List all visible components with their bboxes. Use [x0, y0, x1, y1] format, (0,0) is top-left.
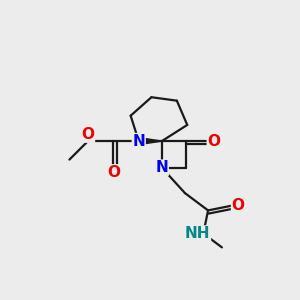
- Text: N: N: [155, 160, 168, 175]
- Text: O: O: [232, 198, 244, 213]
- Text: N: N: [132, 134, 145, 148]
- Text: O: O: [207, 134, 220, 148]
- Text: O: O: [107, 165, 120, 180]
- Text: O: O: [81, 127, 94, 142]
- Text: NH: NH: [185, 226, 210, 241]
- Polygon shape: [142, 138, 162, 144]
